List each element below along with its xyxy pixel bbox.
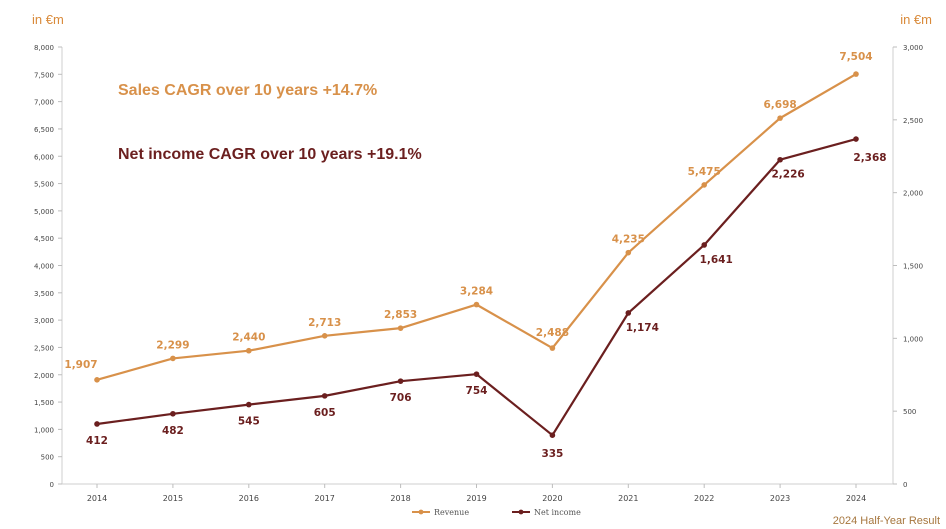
- revenue-point: [549, 345, 556, 351]
- x-axis-tick-label: 2014: [87, 494, 107, 503]
- net-income-point: [853, 136, 859, 142]
- right-axis-tick-label: 1,000: [903, 335, 923, 343]
- revenue-data-label: 3,284: [460, 286, 493, 298]
- revenue-data-label: 4,235: [612, 234, 645, 246]
- net-income-point: [625, 310, 632, 316]
- right-axis-unit: in €m: [900, 12, 932, 27]
- net-income-point: [777, 156, 783, 163]
- revenue-point: [94, 377, 100, 383]
- left-axis-tick-label: 0: [50, 481, 54, 489]
- left-axis-tick-label: 4,000: [34, 263, 54, 271]
- left-axis-tick-label: 2,500: [34, 344, 54, 352]
- net-income-data-label: 2,226: [771, 169, 804, 181]
- revenue-legend-label: Revenue: [434, 508, 469, 517]
- left-axis-tick-label: 1,500: [34, 399, 54, 407]
- revenue-point: [321, 333, 328, 339]
- x-axis-tick-label: 2017: [315, 494, 335, 503]
- left-axis-tick-label: 5,000: [34, 208, 54, 216]
- left-axis-tick-label: 7,000: [34, 99, 54, 107]
- x-axis-tick-label: 2020: [542, 494, 562, 503]
- revenue-point: [246, 347, 252, 354]
- left-axis-tick-label: 8,000: [34, 44, 54, 52]
- left-axis-tick-label: 500: [41, 454, 54, 462]
- net-income-data-label: 2,368: [853, 152, 886, 164]
- right-axis-tick-label: 3,000: [903, 44, 923, 52]
- revenue-data-label: 1,907: [64, 359, 97, 371]
- left-axis-tick-label: 4,500: [34, 235, 54, 243]
- left-axis-tick-label: 1,000: [34, 426, 54, 434]
- revenue-line: [96, 73, 857, 381]
- revenue-point: [777, 115, 783, 121]
- right-axis-tick-label: 0: [903, 481, 907, 489]
- net-income-data-label: 706: [390, 392, 412, 404]
- left-axis-tick-label: 2,000: [34, 372, 54, 380]
- x-axis-tick-label: 2021: [618, 494, 638, 503]
- net-income-point: [701, 242, 707, 248]
- revenue-data-label: 2,853: [384, 309, 417, 321]
- net-income-point: [94, 421, 100, 427]
- net-income-cagr-annotation: Net income CAGR over 10 years +19.1%: [118, 146, 422, 163]
- net-income-data-label: 1,641: [700, 254, 733, 266]
- left-axis-tick-label: 5,500: [34, 181, 54, 189]
- right-axis-tick-label: 2,000: [903, 190, 923, 198]
- x-axis-tick-label: 2018: [390, 494, 410, 503]
- sales-cagr-annotation: Sales CAGR over 10 years +14.7%: [118, 82, 378, 99]
- left-axis-tick-label: 6,000: [34, 153, 54, 161]
- net-income-data-label: 335: [541, 448, 563, 460]
- x-axis-tick-label: 2016: [239, 494, 259, 503]
- right-axis-tick-label: 500: [903, 408, 916, 416]
- net-income-point: [397, 378, 404, 384]
- revenue-data-label: 2,713: [308, 317, 341, 329]
- net-income-legend-label: Net income: [534, 508, 581, 517]
- footer-note: 2024 Half-Year Result: [832, 515, 940, 527]
- right-axis-tick-label: 2,500: [903, 117, 923, 125]
- net-income-point: [473, 371, 480, 377]
- net-income-data-label: 545: [238, 416, 260, 428]
- net-income-point: [170, 410, 176, 417]
- net-income-point: [321, 393, 328, 399]
- net-income-data-label: 1,174: [626, 322, 659, 334]
- revenue-data-label: 2,488: [536, 327, 569, 339]
- revenue-data-label: 2,440: [232, 332, 265, 344]
- revenue-data-label: 2,299: [156, 339, 189, 351]
- net-income-data-label: 412: [86, 435, 108, 447]
- revenue-point: [853, 71, 859, 77]
- x-axis-tick-label: 2019: [466, 494, 486, 503]
- revenue-point: [701, 182, 707, 188]
- x-axis-tick-label: 2015: [163, 494, 183, 503]
- x-axis-tick-label: 2024: [846, 494, 866, 503]
- left-axis-unit: in €m: [32, 12, 64, 27]
- net-income-data-label: 482: [162, 425, 184, 437]
- revenue-data-label: 6,698: [763, 99, 796, 111]
- net-income-point: [549, 432, 556, 439]
- revenue-point: [397, 325, 404, 331]
- left-axis-tick-label: 3,000: [34, 317, 54, 325]
- net-income-data-label: 605: [314, 407, 336, 419]
- left-axis-tick-label: 6,500: [34, 126, 54, 134]
- revenue-data-label: 7,504: [839, 51, 872, 63]
- x-axis-tick-label: 2022: [694, 494, 714, 503]
- left-axis-tick-label: 3,500: [34, 290, 54, 298]
- revenue-point: [473, 301, 480, 308]
- revenue-point: [625, 249, 632, 256]
- revenue-data-label: 5,475: [688, 166, 721, 178]
- net-income-data-label: 754: [466, 385, 488, 397]
- x-axis-tick-label: 2023: [770, 494, 790, 503]
- right-axis-tick-label: 1,500: [903, 263, 923, 271]
- left-axis-tick-label: 7,500: [34, 71, 54, 79]
- revenue-point: [170, 355, 176, 362]
- net-income-point: [246, 401, 252, 408]
- revenue-legend-marker: [418, 509, 424, 515]
- net-income-legend-marker: [518, 509, 524, 515]
